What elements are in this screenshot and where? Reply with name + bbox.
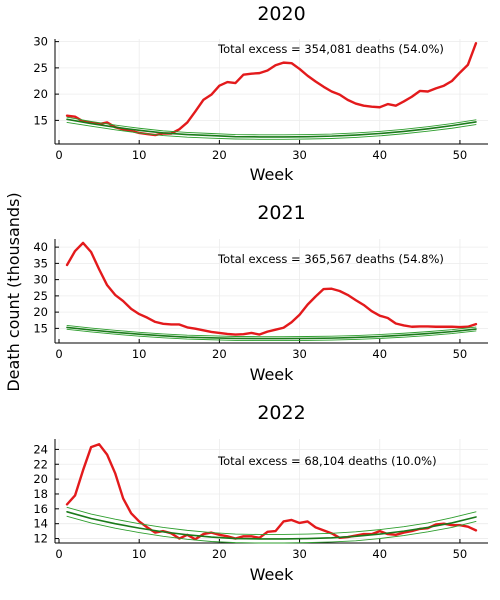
y-tick-label: 15 xyxy=(33,321,48,335)
x-tick-label: 40 xyxy=(372,347,387,361)
y-tick-label: 16 xyxy=(33,502,48,516)
y-tick-label: 18 xyxy=(33,487,48,501)
y-tick-label: 20 xyxy=(33,305,48,319)
x-tick-label: 30 xyxy=(292,547,307,561)
y-tick-label: 24 xyxy=(33,442,48,456)
x-tick-label: 0 xyxy=(55,148,62,162)
x-tick-label: 30 xyxy=(292,347,307,361)
y-tick-label: 12 xyxy=(33,532,48,546)
y-tick-label: 14 xyxy=(33,517,48,531)
excess-annotation: Total excess = 365,567 deaths (54.8%) xyxy=(217,252,444,266)
y-tick-label: 15 xyxy=(33,113,48,127)
y-tick-label: 25 xyxy=(33,61,48,75)
y-tick-label: 25 xyxy=(33,289,48,303)
excess-annotation: Total excess = 354,081 deaths (54.0%) xyxy=(217,42,444,56)
x-tick-label: 50 xyxy=(453,547,468,561)
chart-title: 2022 xyxy=(257,402,305,424)
chart-panel-2021: 0 10 20 30 40 50 15 20 25 30 35 40 2021 Week Total exc… xyxy=(33,202,488,384)
excess-annotation: Total excess = 68,104 deaths (10.0%) xyxy=(217,454,437,468)
x-tick-label: 20 xyxy=(212,148,227,162)
x-tick-label: 40 xyxy=(372,547,387,561)
x-tick-label: 20 xyxy=(212,547,227,561)
x-tick-label: 10 xyxy=(132,347,147,361)
x-axis-label: Week xyxy=(250,565,295,584)
x-tick-label: 40 xyxy=(372,148,387,162)
figure-y-axis-label: Death count (thousands) xyxy=(4,192,23,391)
x-tick-label: 30 xyxy=(292,148,307,162)
y-tick-label: 35 xyxy=(33,256,48,270)
y-tick-label: 30 xyxy=(33,35,48,49)
x-axis-label: Week xyxy=(250,165,295,184)
series-line-observed xyxy=(67,43,476,135)
y-tick-label: 20 xyxy=(33,472,48,486)
x-tick-label: 20 xyxy=(212,347,227,361)
x-tick-label: 50 xyxy=(453,148,468,162)
x-tick-label: 50 xyxy=(453,347,468,361)
chart-title: 2020 xyxy=(257,3,305,25)
y-tick-label: 40 xyxy=(33,240,48,254)
x-tick-label: 0 xyxy=(55,547,62,561)
y-tick-label: 30 xyxy=(33,273,48,287)
chart-title: 2021 xyxy=(257,202,305,224)
y-tick-label: 20 xyxy=(33,87,48,101)
x-tick-label: 10 xyxy=(132,148,147,162)
x-tick-label: 0 xyxy=(55,347,62,361)
chart-panel-2020: 0 10 20 30 40 50 15 20 25 30 2020 Week Total excess … xyxy=(33,3,488,184)
y-tick-label: 22 xyxy=(33,457,48,471)
x-tick-label: 10 xyxy=(132,547,147,561)
x-axis-label: Week xyxy=(250,365,295,384)
